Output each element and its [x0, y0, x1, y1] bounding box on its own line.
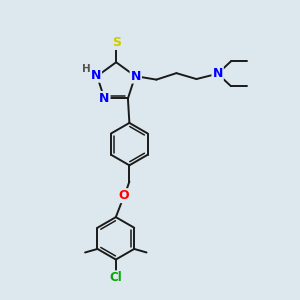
- Text: N: N: [91, 69, 101, 82]
- Text: S: S: [112, 36, 121, 49]
- Text: N: N: [212, 67, 223, 80]
- Text: H: H: [82, 64, 91, 74]
- Text: Cl: Cl: [110, 271, 122, 284]
- Text: O: O: [119, 189, 129, 202]
- Text: N: N: [130, 70, 141, 83]
- Text: N: N: [99, 92, 110, 105]
